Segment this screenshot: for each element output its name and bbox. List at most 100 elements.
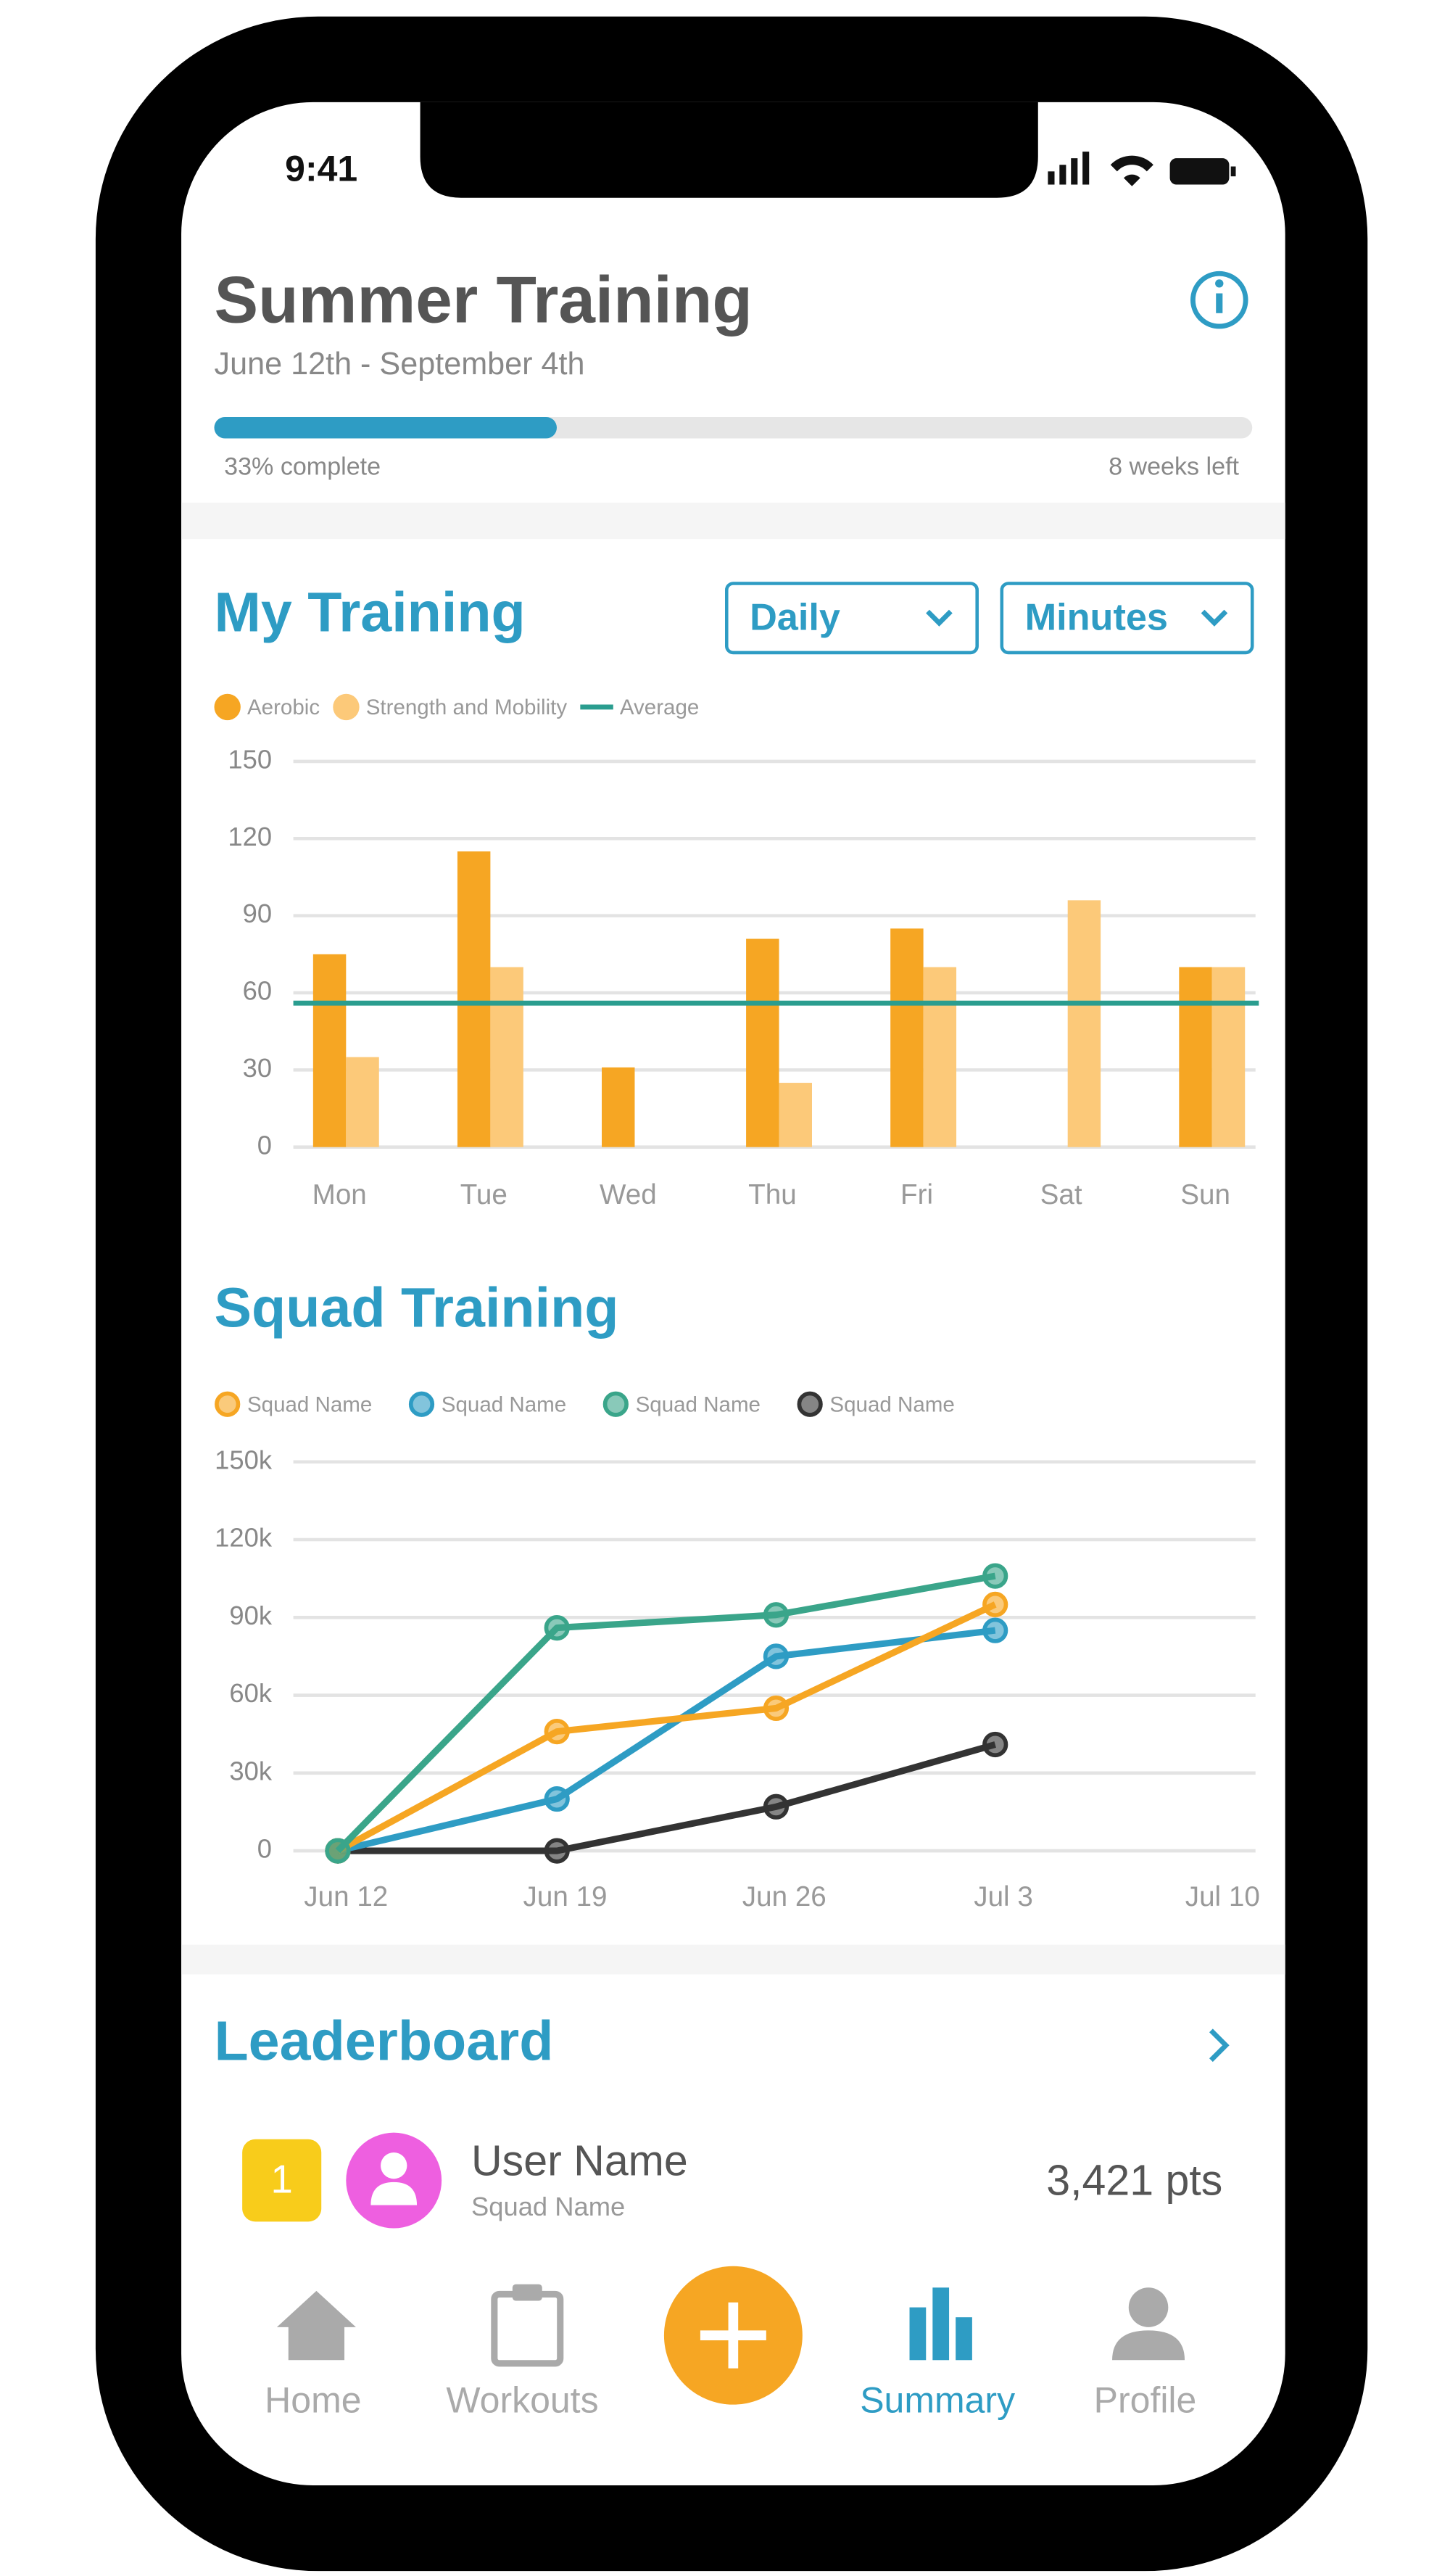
legend-marker — [215, 1391, 241, 1417]
notch — [420, 102, 1038, 198]
data-point — [763, 1643, 790, 1669]
rank-badge — [242, 2139, 322, 2222]
y-tick-label: 90k — [229, 1601, 272, 1630]
x-tick-label: Mon — [312, 1179, 367, 1210]
series-line — [335, 1572, 996, 1854]
x-tick-label: Jul 3 — [974, 1881, 1033, 1912]
legend-label: Squad Name — [442, 1392, 566, 1416]
screen — [181, 102, 1285, 2486]
nav-profile[interactable]: Profile — [1094, 2287, 1197, 2421]
avatar-icon — [370, 2181, 418, 2205]
nav-workouts[interactable]: Workouts — [446, 2284, 599, 2421]
data-point — [544, 1838, 570, 1864]
nav-summary[interactable]: Summary — [860, 2287, 1015, 2421]
nav-label: Workouts — [446, 2380, 598, 2421]
data-point — [544, 1786, 570, 1812]
bar — [890, 928, 924, 1147]
data-point — [544, 1614, 570, 1641]
x-tick-label: Wed — [600, 1179, 657, 1210]
data-point — [982, 1563, 1008, 1589]
nav-home[interactable]: Home — [265, 2290, 362, 2421]
progress-fill — [214, 416, 557, 439]
status-time: 9:41 — [285, 149, 357, 189]
avatar — [346, 2132, 442, 2229]
bar — [923, 967, 957, 1147]
leaderboard-chevron[interactable] — [1209, 2028, 1230, 2063]
data-point — [544, 1718, 570, 1745]
series-line — [336, 1601, 997, 1854]
bar — [1179, 967, 1212, 1147]
status-icons — [1048, 152, 1236, 186]
y-tick-label: 0 — [257, 1834, 272, 1864]
bar — [779, 1083, 812, 1147]
data-point — [982, 1617, 1008, 1643]
x-tick-label: Jun 12 — [304, 1881, 388, 1912]
legend-label: Squad Name — [829, 1392, 954, 1416]
series-line — [337, 1741, 996, 1854]
progress-label: 33% complete — [224, 453, 381, 480]
rank: 1 — [271, 2157, 293, 2201]
data-point — [982, 1591, 1008, 1618]
x-tick-label: Jun 19 — [523, 1881, 608, 1912]
x-tick-label: Jul 10 — [1185, 1881, 1260, 1912]
y-tick-label: 60k — [229, 1678, 272, 1708]
x-tick-label: Tue — [460, 1179, 508, 1210]
legend-marker — [408, 1391, 435, 1417]
bar — [457, 851, 491, 1147]
unit-dropdown[interactable]: Minutes — [1000, 582, 1254, 655]
x-tick-label: Sat — [1040, 1179, 1082, 1210]
bar — [1211, 967, 1246, 1147]
bar — [602, 1067, 635, 1147]
weeks-left: 8 weeks left — [1109, 453, 1239, 480]
data-point — [325, 1838, 351, 1864]
info-button[interactable] — [1190, 271, 1248, 329]
series-line — [336, 1627, 996, 1854]
legend-label: Aerobic — [247, 695, 320, 719]
legend-label: Strength and Mobility — [366, 695, 568, 719]
y-tick-label: 0 — [257, 1130, 272, 1160]
bar — [490, 967, 523, 1147]
user-name: User Name — [471, 2137, 688, 2184]
nav-label: Summary — [860, 2380, 1015, 2421]
y-tick-label: 120k — [215, 1523, 273, 1553]
legend-marker — [602, 1391, 629, 1417]
nav-label: Profile — [1094, 2380, 1197, 2421]
period-dropdown[interactable]: Daily — [725, 582, 979, 655]
points: 3,421 pts — [1046, 2157, 1222, 2205]
data-point — [763, 1695, 790, 1722]
y-tick-label: 120 — [228, 822, 272, 851]
y-tick-label: 90 — [243, 899, 272, 928]
x-tick-label: Jun 26 — [742, 1881, 826, 1912]
legend-label: Squad Name — [636, 1392, 761, 1416]
bar — [346, 1057, 379, 1147]
legend-label: Average — [620, 695, 699, 719]
y-tick-label: 30k — [229, 1756, 272, 1786]
separator — [181, 503, 1285, 540]
data-point — [763, 1793, 790, 1820]
y-tick-label: 150k — [215, 1445, 273, 1474]
x-tick-label: Fri — [900, 1179, 933, 1210]
bar — [312, 954, 347, 1147]
legend-marker — [797, 1391, 823, 1417]
legend-label: Squad Name — [247, 1392, 372, 1416]
y-tick-label: 150 — [228, 745, 272, 775]
x-tick-label: Sun — [1180, 1179, 1230, 1210]
legend-marker — [214, 693, 241, 721]
bar — [1067, 900, 1101, 1147]
separator — [181, 1944, 1285, 1975]
section-title: My Training — [215, 581, 526, 643]
dates: June 12th - September 4th — [215, 347, 585, 381]
x-tick-label: Thu — [748, 1179, 797, 1210]
bar — [746, 938, 779, 1147]
data-point — [982, 1731, 1008, 1758]
leaderboard-row[interactable]: 1 User Name Squad Name 3,421 pts — [242, 2132, 1222, 2229]
avatar-icon — [381, 2152, 407, 2179]
y-tick-label: 30 — [243, 1053, 272, 1083]
legend-marker — [333, 693, 360, 721]
dropdown-label: Daily — [750, 596, 840, 638]
data-point — [763, 1602, 790, 1628]
title: Summer Training — [215, 263, 753, 337]
add-button[interactable] — [663, 2266, 803, 2405]
